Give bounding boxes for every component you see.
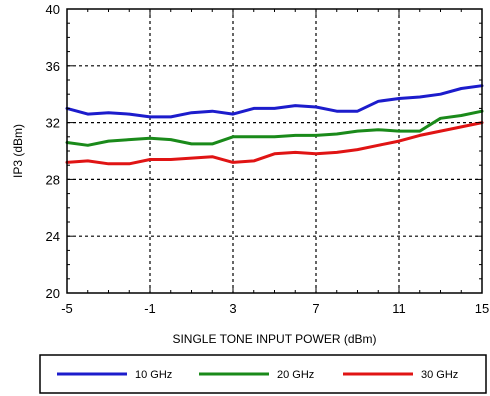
y-tick-label: 40 [46, 2, 60, 17]
y-axis-label: IP3 (dBm) [11, 124, 25, 178]
data-series [65, 84, 484, 166]
y-tick-label: 24 [46, 229, 60, 244]
x-tick-label: 3 [229, 301, 236, 316]
legend-label-2: 20 GHz [277, 369, 314, 381]
x-tick-label: 7 [312, 301, 319, 316]
tick-labels: -5 -1 3 7 11 15 20 24 28 32 36 40 [46, 2, 490, 316]
series-line-1 [65, 84, 484, 119]
series-line-2 [65, 109, 484, 147]
plot-frame [66, 8, 483, 294]
x-axis-label: SINGLE TONE INPUT POWER (dBm) [172, 332, 376, 346]
legend: 10 GHz 20 GHz 30 GHz [39, 354, 487, 394]
grid-lines [67, 9, 482, 293]
series-line-3 [65, 121, 484, 166]
legend-label-1: 10 GHz [135, 369, 172, 381]
legend-items: 10 GHz 20 GHz 30 GHz [57, 369, 458, 381]
y-tick-label: 20 [46, 286, 60, 301]
legend-label-3: 30 GHz [421, 369, 458, 381]
x-tick-label: 15 [475, 301, 489, 316]
y-tick-label: 28 [46, 172, 60, 187]
y-tick-label: 36 [46, 59, 60, 74]
x-tick-label: -5 [61, 301, 73, 316]
x-tick-label: 11 [392, 301, 406, 316]
x-tick-label: -1 [144, 301, 156, 316]
y-tick-label: 32 [46, 116, 60, 131]
